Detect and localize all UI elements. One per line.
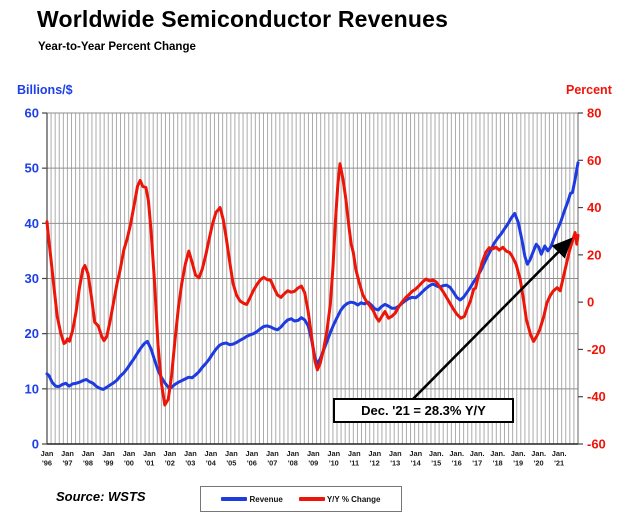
svg-text:Jan: Jan [389,449,402,458]
svg-text:'03: '03 [185,459,195,468]
svg-text:Jan: Jan [225,449,238,458]
svg-text:20: 20 [587,247,601,262]
svg-text:60: 60 [25,106,39,121]
svg-text:'08: '08 [288,459,298,468]
svg-text:Jan: Jan [348,449,361,458]
source-note: Source: WSTS [56,489,146,504]
page-subtitle: Year-to-Year Percent Change [38,41,196,53]
legend-label-yoy: Y/Y % Change [326,494,381,504]
svg-text:50: 50 [25,161,39,176]
legend-label-revenue: Revenue [249,494,283,504]
svg-text:'07: '07 [267,459,277,468]
svg-text:Jan: Jan [307,449,320,458]
svg-text:'02: '02 [165,459,175,468]
svg-text:'13: '13 [390,459,400,468]
svg-text:0: 0 [32,437,39,452]
svg-text:10: 10 [25,381,39,396]
revenue-line-swatch [221,497,248,501]
svg-text:'20: '20 [534,459,544,468]
svg-text:Jan: Jan [327,449,340,458]
legend-item-yoy: Y/Y % Change [298,494,381,504]
svg-text:Jan: Jan [245,449,258,458]
svg-text:Jan: Jan [41,449,54,458]
annotation-text: Dec. '21 = 28.3% Y/Y [361,403,486,418]
svg-text:'96: '96 [42,459,52,468]
legend: Revenue Y/Y % Change [200,486,402,512]
svg-text:'11: '11 [350,459,360,468]
svg-text:Jan.: Jan. [511,449,526,458]
svg-text:40: 40 [587,200,601,215]
svg-text:'16: '16 [452,459,462,468]
svg-text:Jan: Jan [205,449,218,458]
yoy-line-swatch [298,497,325,501]
svg-text:'00: '00 [124,459,134,468]
svg-text:Jan: Jan [143,449,156,458]
svg-text:'05: '05 [226,459,236,468]
svg-text:'18: '18 [493,459,503,468]
svg-text:-40: -40 [587,389,606,404]
svg-text:'19: '19 [513,459,523,468]
svg-text:Jan: Jan [266,449,279,458]
svg-text:'17: '17 [472,459,482,468]
svg-text:'15: '15 [431,459,441,468]
svg-text:Jan.: Jan. [470,449,485,458]
left-axis-title: Billions/$ [17,83,73,97]
svg-text:Jan: Jan [184,449,197,458]
annotation-callout: Dec. '21 = 28.3% Y/Y [333,398,514,423]
svg-text:30: 30 [25,271,39,286]
legend-item-revenue: Revenue [221,494,283,504]
svg-text:'14: '14 [411,459,422,468]
svg-text:Jan: Jan [409,449,422,458]
svg-text:'09: '09 [308,459,318,468]
svg-text:-20: -20 [587,342,606,357]
svg-text:Jan.: Jan. [449,449,464,458]
svg-text:40: 40 [25,216,39,231]
svg-text:'99: '99 [103,459,113,468]
svg-text:'12: '12 [370,459,380,468]
svg-text:Jan.: Jan. [490,449,505,458]
svg-text:'06: '06 [247,459,257,468]
svg-text:Jan: Jan [286,449,299,458]
svg-text:Jan: Jan [102,449,115,458]
page-title: Worldwide Semiconductor Revenues [37,6,449,32]
svg-text:60: 60 [587,153,601,168]
svg-text:'21: '21 [554,459,564,468]
svg-text:Jan.: Jan. [531,449,546,458]
svg-text:Jan: Jan [61,449,74,458]
svg-text:Jan.: Jan. [429,449,444,458]
svg-text:Jan: Jan [368,449,381,458]
svg-text:'10: '10 [329,459,339,468]
svg-text:0: 0 [587,295,594,310]
svg-text:80: 80 [587,106,601,121]
svg-text:20: 20 [25,326,39,341]
svg-text:Jan: Jan [123,449,136,458]
svg-text:-60: -60 [587,437,606,452]
svg-text:Jan: Jan [164,449,177,458]
right-axis-title: Percent [566,83,612,97]
svg-text:Jan.: Jan. [552,449,567,458]
svg-text:'04: '04 [206,459,217,468]
svg-text:Jan: Jan [82,449,95,458]
svg-text:'97: '97 [62,459,72,468]
svg-text:'98: '98 [83,459,93,468]
svg-text:'01: '01 [144,459,154,468]
